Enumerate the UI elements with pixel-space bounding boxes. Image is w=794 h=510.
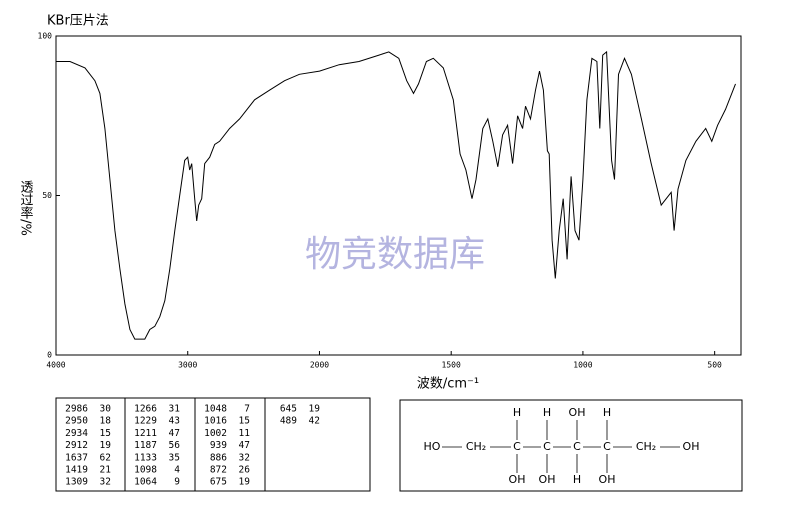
- peak-wavenumber: 2934: [65, 428, 88, 439]
- peak-table-frame: [55, 397, 371, 492]
- structure-atom: C: [573, 440, 581, 453]
- peak-wavenumber: 1637: [65, 452, 88, 463]
- peak-transmittance: 19: [100, 440, 112, 451]
- structure-atom: HO: [424, 440, 441, 453]
- watermark: 物竞数据库: [305, 234, 485, 275]
- peak-transmittance: 7: [244, 404, 250, 415]
- peak-wavenumber: 1133: [134, 452, 157, 463]
- structure-atom: CH₂: [466, 440, 486, 453]
- structure-frame: [399, 399, 743, 492]
- peak-wavenumber: 2912: [65, 440, 88, 451]
- peak-wavenumber: 1229: [134, 416, 157, 427]
- peak-transmittance: 18: [100, 416, 112, 427]
- peak-wavenumber: 489: [280, 416, 297, 427]
- peak-wavenumber: 2950: [65, 416, 88, 427]
- peak-transmittance: 4: [174, 465, 180, 476]
- peak-transmittance: 31: [169, 404, 181, 415]
- peak-transmittance: 35: [169, 452, 180, 463]
- peak-transmittance: 62: [100, 452, 111, 463]
- peak-transmittance: 43: [169, 416, 180, 427]
- peak-transmittance: 19: [239, 477, 251, 488]
- peak-transmittance: 47: [169, 428, 180, 439]
- x-axis-label: 波数/cm⁻¹: [417, 377, 479, 392]
- peak-wavenumber: 872: [210, 465, 227, 476]
- peak-wavenumber: 1048: [204, 404, 227, 415]
- structure-atom: C: [543, 440, 551, 453]
- peak-transmittance: 30: [100, 404, 112, 415]
- structure-atom: C: [513, 440, 521, 453]
- structure-substituent: H: [513, 406, 521, 419]
- peak-transmittance: 15: [100, 428, 111, 439]
- structure-atom: C: [603, 440, 611, 453]
- peak-transmittance: 42: [309, 416, 320, 427]
- chart-title: KBr压片法: [47, 14, 109, 29]
- structure-substituent: OH: [509, 473, 526, 486]
- peak-wavenumber: 1016: [204, 416, 227, 427]
- peak-transmittance: 32: [239, 452, 250, 463]
- x-tick-label: 1000: [573, 361, 592, 370]
- x-tick-label: 2000: [310, 361, 329, 370]
- x-tick-label: 3000: [178, 361, 197, 370]
- peak-transmittance: 56: [169, 440, 181, 451]
- x-tick-label: 1500: [442, 361, 461, 370]
- peak-transmittance: 11: [239, 428, 251, 439]
- y-tick-label: 100: [38, 32, 53, 41]
- peak-transmittance: 19: [309, 404, 321, 415]
- peak-transmittance: 21: [100, 465, 112, 476]
- plot-frame: [55, 35, 742, 356]
- structure-substituent: H: [603, 406, 611, 419]
- structure-substituent: OH: [599, 473, 616, 486]
- peak-wavenumber: 1266: [134, 404, 157, 415]
- peak-wavenumber: 1002: [204, 428, 227, 439]
- y-tick-label: 0: [47, 351, 52, 360]
- structure-bonds: [442, 420, 680, 473]
- structure-substituent: H: [573, 473, 581, 486]
- peak-wavenumber: 1064: [134, 477, 157, 488]
- peak-transmittance: 32: [100, 477, 111, 488]
- peak-wavenumber: 1419: [65, 465, 88, 476]
- x-tick-label: 500: [707, 361, 722, 370]
- structure-atom: OH: [683, 440, 700, 453]
- y-tick-label: 50: [42, 191, 52, 200]
- peak-wavenumber: 939: [210, 440, 227, 451]
- peak-wavenumber: 2986: [65, 404, 88, 415]
- spectrum-line: [56, 50, 736, 340]
- peak-transmittance: 47: [239, 440, 250, 451]
- peak-transmittance: 15: [239, 416, 250, 427]
- peak-transmittance: 9: [174, 477, 180, 488]
- structure-substituent: OH: [569, 406, 586, 419]
- y-axis-label: 透过率/%: [18, 180, 34, 236]
- peak-wavenumber: 1309: [65, 477, 88, 488]
- peak-wavenumber: 886: [210, 452, 227, 463]
- peak-wavenumber: 1187: [134, 440, 157, 451]
- peak-wavenumber: 645: [280, 404, 297, 415]
- peak-wavenumber: 675: [210, 477, 227, 488]
- peak-transmittance: 26: [239, 465, 251, 476]
- peak-wavenumber: 1211: [134, 428, 157, 439]
- structure-atom: CH₂: [636, 440, 656, 453]
- x-tick-label: 4000: [46, 361, 65, 370]
- structure-substituent: H: [543, 406, 551, 419]
- structure-substituent: OH: [539, 473, 556, 486]
- peak-wavenumber: 1098: [134, 465, 157, 476]
